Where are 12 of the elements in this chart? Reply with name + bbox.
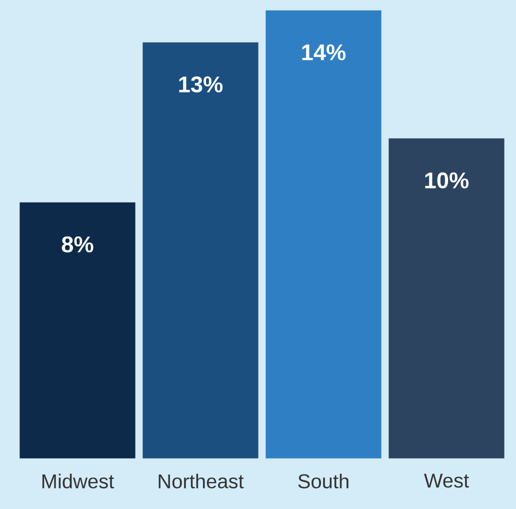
x-tick-label: Northeast (158, 474, 244, 488)
data-label: 10% (425, 172, 469, 188)
bar (20, 202, 136, 458)
x-tick-label: West (424, 474, 469, 488)
data-label: 14% (302, 44, 346, 60)
x-tick-label: Midwest (42, 474, 114, 488)
bar (142, 42, 258, 458)
bar (266, 10, 382, 458)
bar (388, 138, 504, 458)
data-label: 13% (179, 76, 223, 92)
data-label: 8% (62, 236, 94, 252)
x-tick-label: South (298, 474, 348, 488)
